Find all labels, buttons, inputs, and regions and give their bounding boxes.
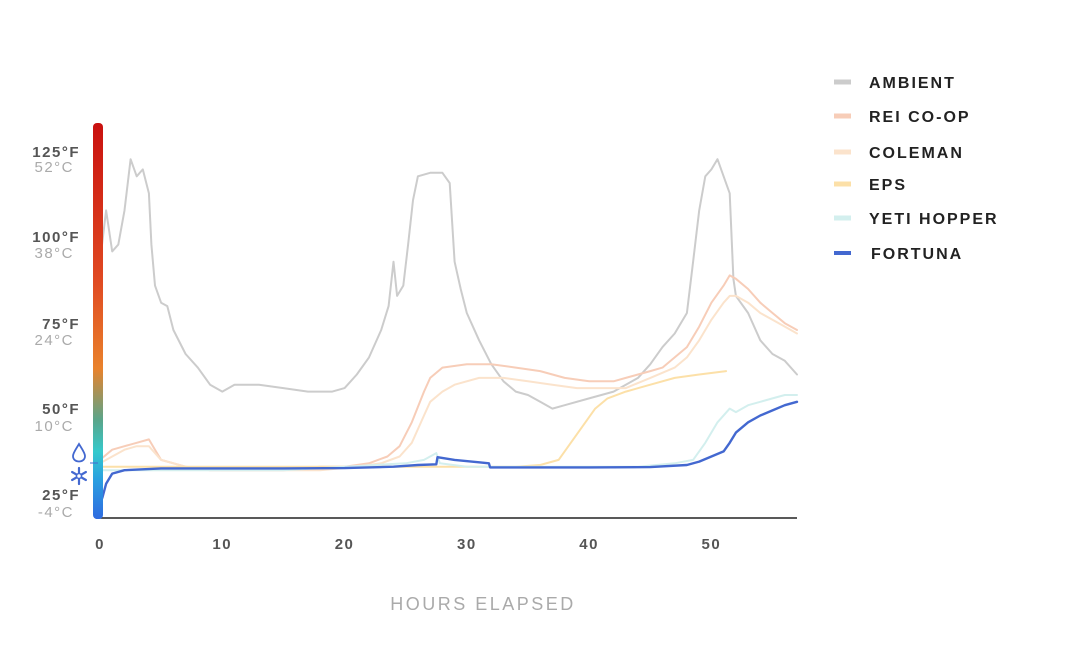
y-tick-label-c: 24°C — [34, 332, 74, 349]
x-tick-label: 0 — [95, 536, 105, 553]
legend-label: AMBIENT — [869, 75, 956, 92]
plot-area — [98, 158, 799, 506]
water-drop-icon — [72, 442, 86, 463]
y-tick-label-f: 25°F — [42, 487, 80, 504]
y-tick-label-f: 75°F — [42, 316, 80, 333]
snowflake-icon — [70, 466, 88, 486]
x-tick-label: 10 — [212, 536, 232, 553]
y-tick-label-f: 50°F — [42, 401, 80, 418]
axes: 125°F52°C 100°F38°C 75°F24°C 50°F10°C 25°F-4… — [32, 123, 797, 614]
legend-label: EPS — [869, 177, 907, 194]
x-tick-label: 40 — [579, 536, 599, 553]
series-line-ambient — [99, 158, 798, 410]
x-axis-title: HOURS ELAPSED — [390, 594, 576, 614]
x-tick-label: 30 — [457, 536, 477, 553]
legend-label: FORTUNA — [871, 246, 963, 263]
x-tick-label: 50 — [702, 536, 722, 553]
y-tick-label-c: 38°C — [34, 245, 74, 262]
x-tick-label: 20 — [335, 536, 355, 553]
legend: AMBIENT REI CO-OP COLEMAN EPS YETI HOPPER FOR… — [834, 75, 999, 263]
y-tick-label-c: 52°C — [34, 159, 74, 176]
temperature-gradient-bar — [93, 123, 103, 519]
y-tick-label-c: -4°C — [38, 504, 74, 521]
legend-label: YETI HOPPER — [869, 211, 999, 228]
y-tick-label-c: 10°C — [34, 418, 74, 435]
series-line-fortuna — [98, 400, 799, 506]
y-tick-label-f: 100°F — [32, 229, 80, 246]
legend-label: COLEMAN — [869, 145, 964, 162]
series-line-coleman — [99, 294, 798, 472]
series-line-rei-co-op — [99, 274, 798, 472]
legend-label: REI CO-OP — [869, 109, 971, 126]
y-tick-label-f: 125°F — [32, 144, 80, 161]
series-line-eps — [99, 370, 728, 468]
